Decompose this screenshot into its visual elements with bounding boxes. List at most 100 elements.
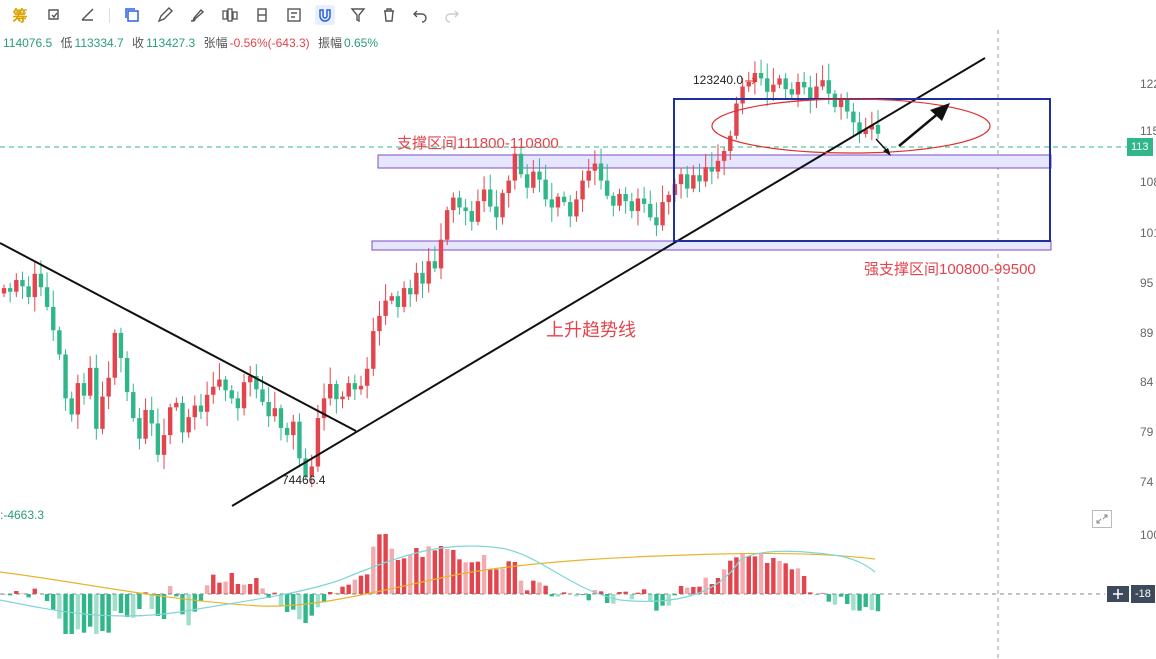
arrow-up-stroke (898, 111, 941, 147)
macd-bar (432, 550, 438, 594)
candle-body (247, 375, 253, 383)
filter-icon[interactable] (348, 5, 368, 25)
low-value: 113334.7 (74, 36, 124, 50)
candle-body (137, 418, 142, 439)
candle-body (20, 280, 25, 287)
candles-icon[interactable] (220, 5, 240, 25)
candle-body (334, 384, 339, 400)
macd-bar (438, 546, 444, 594)
macd-bar (241, 584, 247, 594)
macd-bar (334, 593, 339, 594)
macd-bar (266, 594, 271, 598)
candle-body (494, 206, 499, 218)
macd-bar (291, 594, 296, 610)
position-icon[interactable] (252, 5, 272, 25)
candle-body (561, 196, 567, 203)
candle-body (1, 288, 7, 294)
high-marker-head (751, 77, 757, 85)
magnet-icon[interactable] (315, 5, 335, 25)
candle-body (617, 194, 622, 206)
macd-bar (284, 594, 290, 612)
macd-bar (57, 594, 62, 619)
macd-bar (94, 594, 99, 634)
candle-body (543, 179, 548, 200)
macd-bar (167, 586, 173, 594)
candle-body (611, 195, 616, 206)
macd-bar (684, 587, 690, 594)
candle-body (869, 125, 875, 130)
candle-body (629, 201, 635, 212)
price-tick: 74 (1140, 475, 1154, 489)
macd-bar (297, 594, 302, 620)
candle-body (703, 167, 708, 182)
candle-body (266, 401, 271, 417)
candle-body (7, 288, 13, 292)
candle-body (832, 93, 838, 108)
candle-body (57, 330, 62, 355)
macd-bar (87, 594, 93, 627)
candle-body (863, 129, 868, 134)
macd-bar (752, 556, 758, 594)
price-tick: 122 (1140, 77, 1156, 91)
undo-icon[interactable] (410, 5, 430, 25)
price-tick: 115 (1140, 124, 1156, 138)
macd-bar (26, 594, 31, 598)
macd-bar (789, 569, 795, 594)
macd-bar (580, 594, 585, 595)
candle-body (789, 89, 795, 95)
macd-bar (586, 594, 591, 601)
candle-body (131, 392, 136, 419)
drawing-toolbar: 筹 (0, 0, 1156, 30)
macd-bar (75, 594, 81, 630)
macd-bar (629, 594, 635, 600)
candle-body (38, 273, 44, 288)
macd-bar (838, 594, 844, 597)
candle-body (475, 201, 481, 222)
macd-bar (51, 594, 56, 610)
arrow-up-head (930, 103, 950, 121)
change-label: 张幅 (203, 36, 228, 50)
note-icon[interactable] (284, 5, 304, 25)
candle-body (524, 174, 530, 188)
expand-icon[interactable] (1092, 510, 1112, 528)
close-value: 113427.3 (146, 36, 196, 50)
candle-body (598, 163, 604, 181)
redo-icon[interactable] (442, 5, 462, 25)
chip-button[interactable]: 筹 (12, 7, 28, 25)
macd-bar (537, 582, 542, 594)
macd-bar (635, 592, 641, 594)
candle-body (574, 199, 579, 217)
strong-support-band (371, 240, 1052, 251)
ruler-icon[interactable] (78, 5, 98, 25)
candle-body (795, 81, 801, 95)
macd-bar (672, 594, 678, 596)
candle-body (592, 163, 598, 171)
macd-bar (254, 578, 259, 594)
macd-bar (758, 553, 764, 594)
rising-trend-line (231, 57, 986, 507)
macd-bar (845, 594, 850, 604)
candle-body (69, 398, 74, 415)
trash-icon[interactable] (379, 5, 399, 25)
pencil-icon[interactable] (155, 5, 175, 25)
macd-bar (211, 574, 216, 594)
macd-bar (383, 534, 388, 594)
candle-body (235, 398, 241, 409)
sync-icon[interactable] (44, 5, 64, 25)
macd-bar (703, 577, 708, 594)
candle-body (223, 379, 228, 391)
brush-icon[interactable] (187, 5, 207, 25)
macd-bar (783, 563, 788, 594)
candle-body (254, 375, 259, 390)
macd-bar (118, 594, 124, 613)
toolbar-divider (109, 8, 110, 23)
macd-bar (506, 561, 511, 594)
price-tick: 89 (1140, 326, 1154, 340)
clone-icon[interactable] (122, 5, 142, 25)
macd-bar (623, 591, 628, 594)
low-price-label: 74466.4 (282, 473, 326, 487)
arrow-down-head (883, 148, 891, 156)
candle-body (297, 421, 302, 459)
macd-bar (765, 563, 770, 594)
